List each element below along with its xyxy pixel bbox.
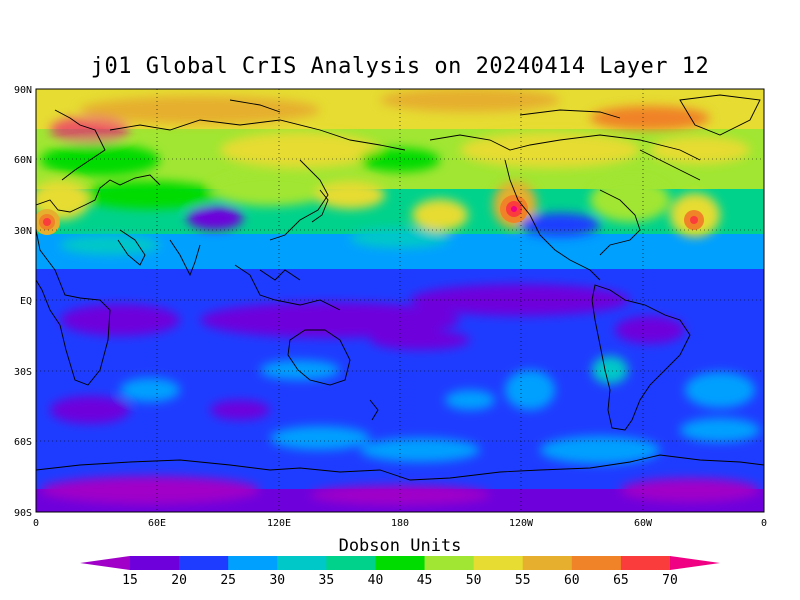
ozone-field — [36, 89, 764, 512]
colorbar-arrow-low — [80, 556, 130, 570]
colorbar-swatch — [473, 556, 524, 570]
lon-tick-0-left: 0 — [33, 518, 39, 529]
lat-tick-90N: 90N — [14, 85, 32, 96]
lon-tick-120W: 120W — [509, 518, 534, 529]
colorbar-label: 35 — [319, 573, 335, 588]
colorbar-swatch — [179, 556, 229, 570]
colorbar-label: 45 — [417, 573, 433, 588]
colorbar-label: 50 — [466, 573, 482, 588]
lat-tick-60S: 60S — [14, 437, 32, 448]
colorbar-swatch — [522, 556, 573, 570]
colorbar-swatch — [375, 556, 426, 570]
colorbar-label: 15 — [122, 573, 138, 588]
colorbar: 15 20 25 30 35 40 45 50 55 60 65 70 — [80, 556, 720, 588]
colorbar-swatch — [424, 556, 475, 570]
lat-tick-60N: 60N — [14, 155, 32, 166]
lat-tick-90S: 90S — [14, 508, 32, 519]
latitude-axis: 90N 60N 30N EQ 30S 60S 90S — [14, 85, 32, 519]
colorbar-swatch — [277, 556, 327, 570]
colorbar-swatch — [228, 556, 278, 570]
colorbar-label: 20 — [171, 573, 187, 588]
colorbar-label: 65 — [613, 573, 629, 588]
colorbar-label: 55 — [515, 573, 531, 588]
lon-tick-60E: 60E — [148, 518, 166, 529]
colorbar-swatch — [571, 556, 622, 570]
map-frame — [35, 88, 765, 513]
lat-tick-30N: 30N — [14, 226, 32, 237]
lon-tick-0-right: 0 — [761, 518, 767, 529]
colorbar-title: Dobson Units — [338, 536, 462, 556]
coastlines — [36, 94, 764, 481]
colorbar-arrow-high — [670, 556, 720, 570]
lon-tick-60W: 60W — [634, 518, 653, 529]
colorbar-label: 25 — [220, 573, 236, 588]
colorbar-label: 40 — [368, 573, 384, 588]
lon-tick-120E: 120E — [267, 518, 291, 529]
lat-tick-30S: 30S — [14, 367, 32, 378]
longitude-axis: 0 60E 120E 180 120W 60W 0 — [33, 518, 767, 529]
map-title: j01 Global CrIS Analysis on 20240414 Lay… — [90, 54, 710, 79]
lat-tick-eq: EQ — [20, 296, 32, 307]
colorbar-label: 60 — [564, 573, 580, 588]
lon-tick-180: 180 — [391, 518, 409, 529]
colorbar-swatch — [620, 556, 671, 570]
colorbar-label: 30 — [269, 573, 285, 588]
colorbar-swatch — [326, 556, 376, 570]
colorbar-swatch — [130, 556, 180, 570]
map-grid — [36, 89, 764, 512]
colorbar-label: 70 — [662, 573, 678, 588]
